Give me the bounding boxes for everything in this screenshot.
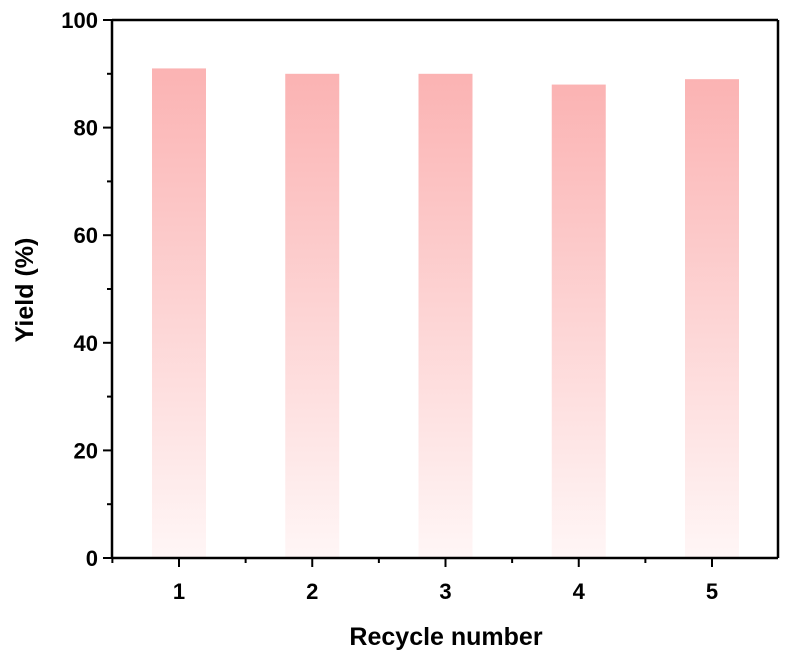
bar-5 bbox=[685, 79, 739, 559]
x-tick-label: 3 bbox=[439, 579, 451, 604]
bar-4 bbox=[551, 84, 606, 558]
x-tick-label: 2 bbox=[306, 579, 318, 604]
y-axis-title: Yield (%) bbox=[11, 238, 39, 343]
x-tick-label: 4 bbox=[573, 579, 586, 604]
y-tick-label: 60 bbox=[74, 223, 98, 248]
x-axis: 1 2 3 4 5 bbox=[111, 556, 778, 604]
bar-2 bbox=[285, 73, 340, 559]
bar-3 bbox=[418, 73, 473, 559]
y-tick-label: 80 bbox=[74, 116, 98, 141]
y-tick-label: 40 bbox=[74, 331, 98, 356]
x-axis-title: Recycle number bbox=[349, 623, 542, 651]
x-tick-label: 5 bbox=[706, 579, 718, 604]
x-tick-label: 1 bbox=[173, 579, 185, 604]
bars-group bbox=[152, 68, 739, 559]
bar-1 bbox=[152, 68, 206, 559]
y-axis: 0 20 40 60 80 100 bbox=[61, 8, 780, 571]
y-tick-label: 20 bbox=[74, 438, 98, 463]
y-tick-label: 100 bbox=[61, 8, 98, 33]
y-tick-label: 0 bbox=[86, 546, 98, 571]
